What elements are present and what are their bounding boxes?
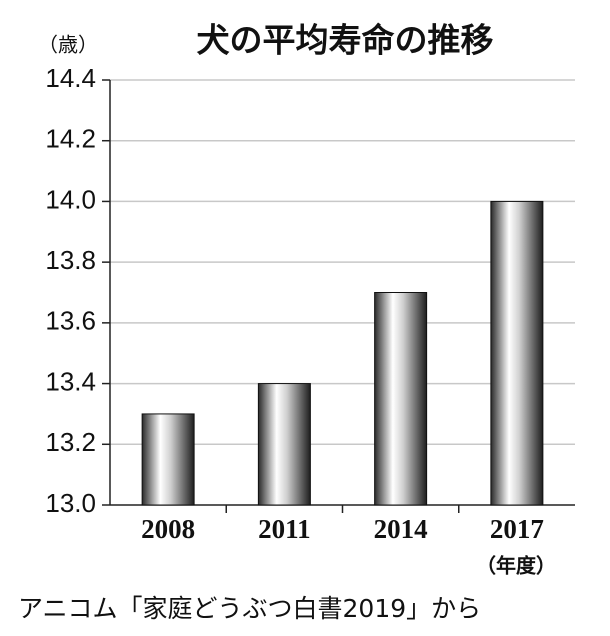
y-tick-label: 13.4 [45,366,96,396]
y-tick-label: 14.2 [45,124,96,154]
x-axis-unit: （年度） [476,554,556,578]
bar [374,292,428,506]
x-tick-label: 2011 [258,514,311,544]
y-tick-label: 14.4 [45,63,96,93]
x-tick-label: 2014 [374,514,428,544]
chart-title: 犬の平均寿命の推移 [197,21,494,60]
y-tick-label: 13.6 [45,306,96,336]
source-note: アニコム「家庭どうぶつ白書2019」から [18,594,481,623]
y-tick-label: 13.8 [45,245,96,275]
y-tick-label: 14.0 [45,184,96,214]
bar [141,413,195,506]
y-tick-label: 13.0 [45,488,96,518]
x-tick-label: 2017 [490,514,544,544]
bar [490,200,544,506]
bar [257,383,311,506]
y-axis-unit: （歳） [38,33,98,57]
x-tick-label: 2008 [141,514,195,544]
y-tick-label: 13.2 [45,427,96,457]
